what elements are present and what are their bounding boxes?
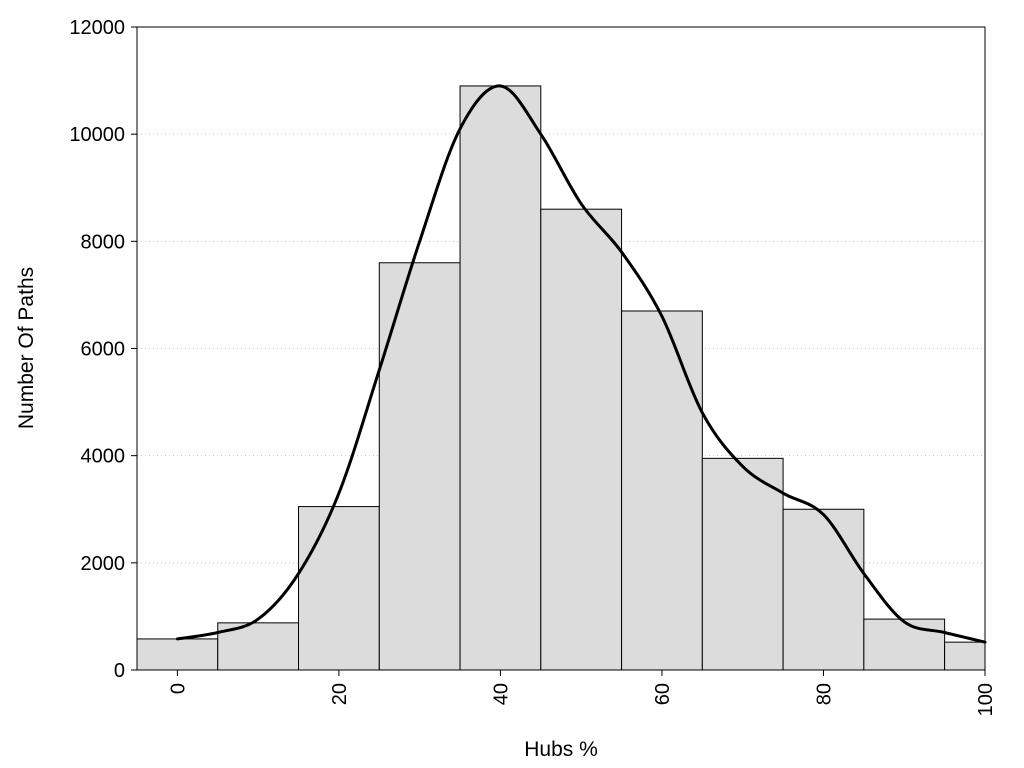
histogram-bar [136,638,219,671]
x-tick-label: 40 [490,683,512,705]
histogram-bar [540,208,623,671]
histogram-bar [298,506,380,671]
y-tick-label: 2000 [81,553,126,575]
x-axis-ticks: 0 20 40 60 80 100 [167,670,997,716]
histogram-bar [701,457,784,671]
y-tick-label: 4000 [81,446,126,468]
y-tick-label: 0 [114,660,125,682]
x-tick-label: 0 [167,683,189,694]
x-tick-label: 100 [975,683,997,716]
histogram-bar [459,85,542,671]
x-tick-label: 80 [813,683,835,705]
x-axis-label: Hubs % [524,738,598,761]
y-axis-ticks: 0 2000 4000 6000 8000 10000 12000 [69,17,137,682]
histogram-bar [621,310,703,671]
histogram-bar [378,262,461,671]
x-tick-label: 20 [329,683,351,705]
histogram-bar [782,508,865,671]
y-axis-label: Number Of Paths [15,267,38,429]
y-tick-label: 8000 [81,231,126,253]
density-curve [175,84,987,644]
x-tick-label: 60 [652,683,674,705]
bars-group [136,85,986,671]
y-tick-label: 12000 [69,17,125,39]
y-tick-label: 6000 [81,339,126,361]
histogram-bar [944,641,986,671]
y-tick-label: 10000 [69,124,125,146]
histogram-bar [863,618,946,671]
curve-group [175,84,987,644]
